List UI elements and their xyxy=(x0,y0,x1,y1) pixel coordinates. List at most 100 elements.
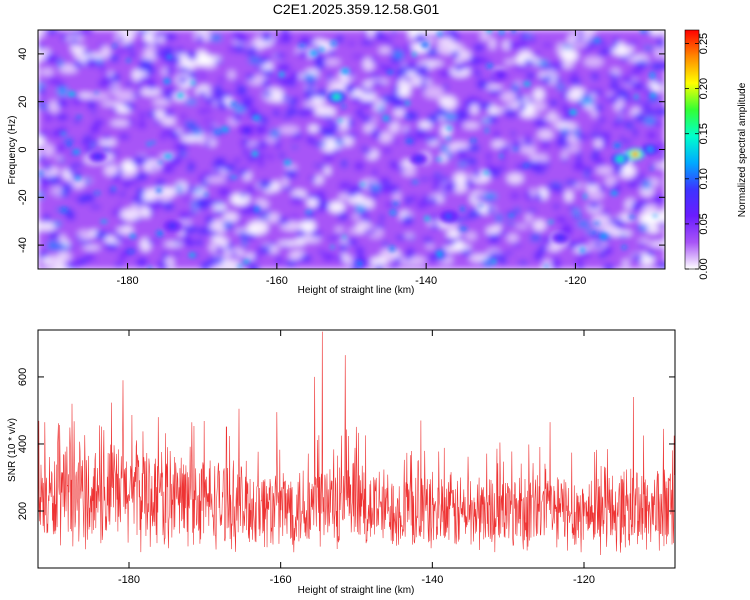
colorbar-tick-label: 0.00 xyxy=(698,258,710,279)
spectrogram-cell xyxy=(138,76,150,82)
spectrogram-cell xyxy=(99,65,106,72)
spectrogram-cell xyxy=(616,75,630,81)
spectrogram-cell xyxy=(640,185,654,197)
x-tick-label: -160 xyxy=(266,275,288,287)
spectrogram-cell xyxy=(479,101,492,109)
spectrogram-cell xyxy=(419,177,430,182)
spectrogram-cell xyxy=(394,256,401,265)
spectrogram-cell xyxy=(196,202,208,210)
spectrogram-cell xyxy=(45,55,59,64)
spectrogram-cell xyxy=(246,155,257,163)
spectrogram-cell xyxy=(612,38,617,43)
spectrogram-cell xyxy=(526,208,539,212)
spectrogram-cell xyxy=(74,235,82,240)
spectrogram-cell xyxy=(183,132,191,137)
spectrogram-cell xyxy=(250,144,265,149)
spectrogram-cell xyxy=(152,164,157,170)
spectrogram-cell xyxy=(110,120,130,127)
spectrogram-cell xyxy=(353,194,365,206)
spectrogram-cell xyxy=(495,213,503,223)
spectrogram-cell xyxy=(626,181,639,189)
spectrogram-cell xyxy=(392,99,405,109)
spectrogram-cell xyxy=(363,228,377,235)
spectrogram-cell xyxy=(284,169,298,179)
spectrogram-cell xyxy=(79,30,93,35)
spectrogram-cell xyxy=(69,31,82,37)
spectrogram-cell xyxy=(601,133,611,142)
spectrogram-cell xyxy=(552,203,560,210)
spectrogram-cell xyxy=(634,60,641,67)
spectrogram-panel: -180 -160 -140 -120 -40 -20 0 20 40 Height of s… xyxy=(7,29,666,296)
spectrogram-cell xyxy=(504,251,514,255)
spectrogram-cell xyxy=(265,34,270,43)
spectrogram-cell xyxy=(164,242,183,247)
y-tick-label: 20 xyxy=(17,96,29,108)
spectrogram-cell xyxy=(243,146,248,157)
spectrogram-cell xyxy=(289,136,303,140)
spectrogram-cell xyxy=(256,215,271,219)
spectrogram-cell xyxy=(282,93,289,103)
spectrogram-cell xyxy=(593,241,604,248)
spectrogram-cell xyxy=(646,249,654,258)
spectrogram-cell xyxy=(47,77,61,85)
spectrogram-cell xyxy=(317,249,325,254)
spectrogram-cell xyxy=(305,69,319,75)
spectrogram-cell xyxy=(60,182,75,191)
spectrogram-cell xyxy=(57,58,64,68)
spectrogram-cell xyxy=(290,195,304,206)
spectrogram-cell xyxy=(447,151,453,159)
spectrogram-cell xyxy=(505,221,516,225)
spectrogram-cell xyxy=(163,109,175,117)
spectrogram-cell xyxy=(255,124,268,135)
spectrogram-cell xyxy=(458,233,464,240)
spectrogram-cell xyxy=(455,112,469,121)
spectrogram-cell xyxy=(205,176,227,183)
spectrogram-cell xyxy=(244,233,256,241)
spectrogram-cell xyxy=(542,115,563,121)
spectrogram-cell xyxy=(112,43,117,48)
spectrogram-cell xyxy=(153,120,162,125)
spectrogram-cell xyxy=(627,53,636,58)
spectrogram-cell xyxy=(392,85,399,94)
spectrogram-cell xyxy=(639,241,645,250)
spectrogram-cell xyxy=(156,198,163,209)
spectrogram-cell xyxy=(303,106,315,116)
colorbar-scale xyxy=(685,30,699,269)
spectrogram-cell xyxy=(643,86,654,97)
spectrogram-cell xyxy=(84,146,92,155)
spectrogram-cell xyxy=(135,257,149,266)
spectrogram-cell xyxy=(406,60,419,67)
spectrogram-cell xyxy=(341,103,346,109)
spectrogram-cell xyxy=(523,139,533,147)
spectrogram-cell xyxy=(250,45,257,54)
spectrogram-cell xyxy=(561,151,568,161)
spectrogram-cell xyxy=(278,125,300,135)
spectrogram-cell xyxy=(119,217,125,227)
spectrogram-cell xyxy=(485,163,494,171)
spectrogram-cell xyxy=(220,260,241,268)
spectrogram-cell xyxy=(457,162,468,167)
colorbar-tick-label: 0.05 xyxy=(698,213,710,234)
spectrogram-cell xyxy=(188,71,197,80)
spectrogram-cell xyxy=(199,90,207,99)
spectrogram-cell xyxy=(136,187,145,197)
spectrogram-cell xyxy=(464,180,475,188)
spectrogram-cell xyxy=(492,259,497,264)
spectrogram-cell xyxy=(86,50,93,55)
spectrogram-cell xyxy=(369,128,382,133)
spectrogram-cell xyxy=(104,164,119,177)
spectrogram-cell xyxy=(197,237,204,247)
spectrogram-cell xyxy=(280,80,287,87)
spectrogram-cell xyxy=(609,93,619,104)
spectrogram-cell xyxy=(627,40,640,45)
spectrogram-cell xyxy=(200,127,211,131)
spectrogram-cell xyxy=(404,101,411,106)
spectrogram-cell xyxy=(222,221,234,230)
x-tick-label: -140 xyxy=(421,574,443,586)
spectrogram-cell xyxy=(358,210,367,220)
spectrogram-cell xyxy=(515,96,526,102)
spectrogram-cell xyxy=(393,139,400,144)
spectrogram-cell xyxy=(137,43,151,47)
spectrogram-cell xyxy=(322,252,336,262)
spectrogram-cell xyxy=(270,180,281,192)
